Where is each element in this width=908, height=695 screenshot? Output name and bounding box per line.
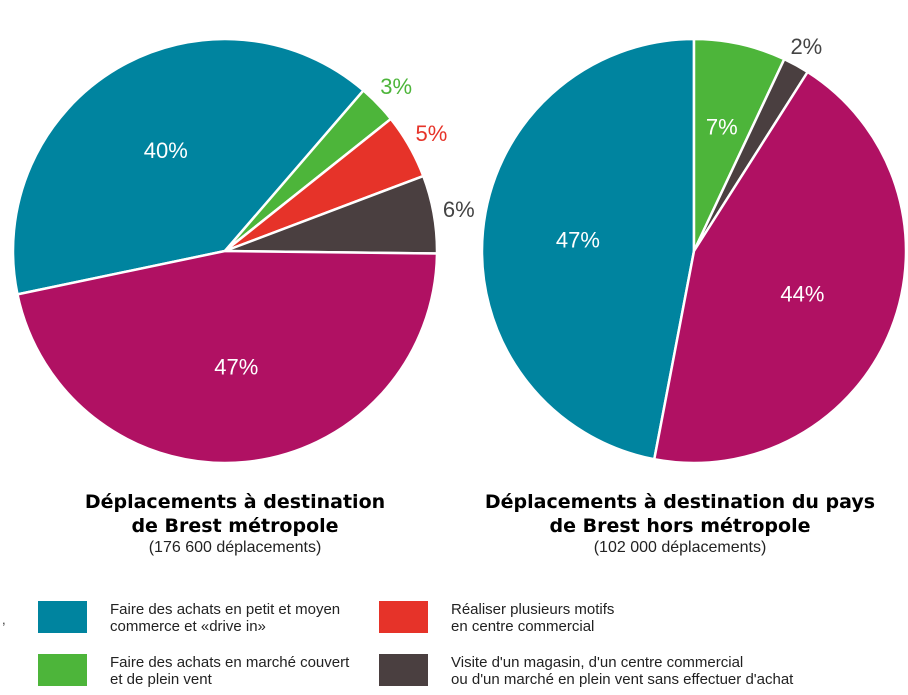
pie-slice-label: 47% (214, 355, 258, 380)
legend-swatch (38, 654, 87, 686)
pie-slice-label: 40% (144, 138, 188, 163)
legend-item-petit-commerce: Faire des achats en petit et moyen comme… (38, 601, 340, 635)
legend-label-line: commerce et «drive in» (110, 618, 266, 635)
pie-slice (480, 37, 696, 461)
legend-label: Faire des achats en marché couvert et de… (110, 654, 349, 688)
legend-swatch (38, 601, 87, 633)
chart-caption-pays-de-brest: Déplacements à destination du pays de Br… (460, 490, 900, 558)
pie-slice (653, 70, 908, 465)
legend-item-marche: Faire des achats en marché couvert et de… (38, 654, 349, 688)
legend-label-line: et de plein vent (110, 671, 212, 688)
pie-slice-label: 2% (790, 34, 822, 59)
legend-label-line: Visite d'un magasin, d'un centre commerc… (451, 654, 744, 671)
pie-slice-label: 6% (443, 197, 475, 222)
legend-label: Réaliser plusieurs motifs en centre comm… (451, 601, 614, 635)
legend-item-centre-commercial: Réaliser plusieurs motifs en centre comm… (379, 601, 614, 635)
chart-caption-brest-metropole: Déplacements à destination de Brest métr… (60, 490, 410, 558)
legend-label: Faire des achats en petit et moyen comme… (110, 601, 340, 635)
chart-title-line: de Brest métropole (131, 515, 339, 537)
chart-title-line: de Brest hors métropole (549, 515, 811, 537)
legend-label-line: Faire des achats en petit et moyen (110, 601, 341, 618)
pie-slice-label: 44% (780, 281, 824, 306)
legend-label-line: en centre commercial (451, 618, 595, 635)
legend-label-line: ou d'un marché en plein vent sans effect… (451, 671, 794, 688)
legend-label-line: Réaliser plusieurs motifs (451, 601, 615, 618)
chart-subtitle: (102 000 déplacements) (593, 539, 767, 556)
pie-slice-label: 7% (706, 114, 738, 139)
chart-title-line: Déplacements à destination du pays (484, 491, 876, 513)
pie-slice-label: 3% (380, 74, 412, 99)
pie-slice-label: 47% (556, 228, 600, 253)
pie-slice (11, 37, 365, 296)
stray-comma: , (2, 612, 6, 627)
legend-label-line: Faire des achats en marché couvert (110, 654, 350, 671)
chart-subtitle: (176 600 déplacements) (148, 539, 322, 556)
pie-slice (16, 249, 439, 465)
legend-item-visite-sans-achat: Visite d'un magasin, d'un centre commerc… (379, 654, 793, 688)
legend-label: Visite d'un magasin, d'un centre commerc… (451, 654, 793, 688)
pie-slice-label: 5% (416, 121, 448, 146)
legend-swatch (379, 601, 428, 633)
legend-swatch (379, 654, 428, 686)
pie-charts: 40% 3%5% 6% 47% 47% 7% 2% 44% (11, 34, 908, 465)
chart-title-line: Déplacements à destination (84, 491, 386, 513)
